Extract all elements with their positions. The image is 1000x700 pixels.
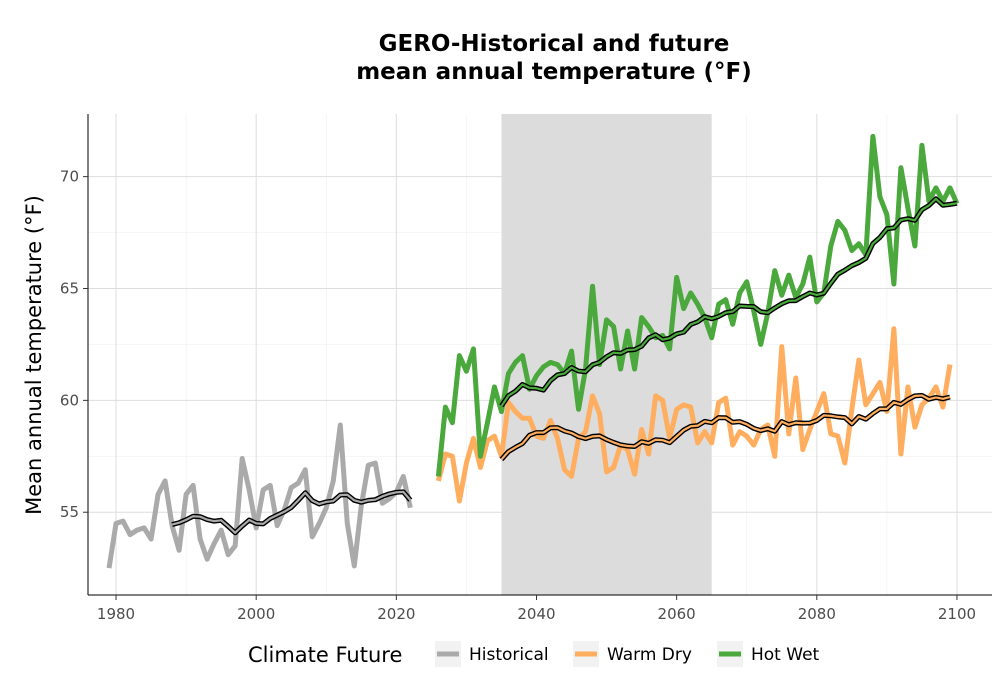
warm-dry-rolling-mean-line <box>500 394 951 461</box>
chart-title-line-2: mean annual temperature (°F) <box>356 59 752 85</box>
x-tick-label: 1980 <box>97 605 135 623</box>
hot-wet-series-line <box>435 133 960 477</box>
ticks: 1980 2000 2020 2040 2060 2080 2100 55 60 65 70 <box>60 168 976 623</box>
y-tick-label: 55 <box>60 503 79 521</box>
legend-label-warm-dry: Warm Dry <box>607 645 692 665</box>
x-tick-label: 2020 <box>377 605 415 623</box>
legend-label-hot-wet: Hot Wet <box>751 645 820 665</box>
series-layer <box>106 133 960 569</box>
legend-title: Climate Future <box>248 643 402 667</box>
chart-title-line-1: GERO-Historical and future <box>378 31 730 57</box>
y-tick-label: 70 <box>60 168 79 186</box>
legend-label-historical: Historical <box>469 645 549 665</box>
x-tick-label: 2040 <box>517 605 555 623</box>
y-tick-label: 60 <box>60 391 79 409</box>
x-tick-label: 2080 <box>798 605 836 623</box>
y-tick-label: 65 <box>60 280 79 298</box>
y-axis-title: Mean annual temperature (°F) <box>22 195 46 515</box>
chart-title: GERO-Historical and future mean annual t… <box>0 30 1000 86</box>
hot-wet-rolling-mean-line <box>500 197 958 407</box>
axes <box>87 114 992 596</box>
x-tick-label: 2000 <box>237 605 275 623</box>
historical-series-line <box>106 422 413 569</box>
x-tick-label: 2060 <box>658 605 696 623</box>
legend: Climate Future Historical Warm Dry Hot Wet <box>248 641 820 667</box>
x-tick-label: 2100 <box>938 605 976 623</box>
historical-rolling-mean-line <box>171 490 412 534</box>
